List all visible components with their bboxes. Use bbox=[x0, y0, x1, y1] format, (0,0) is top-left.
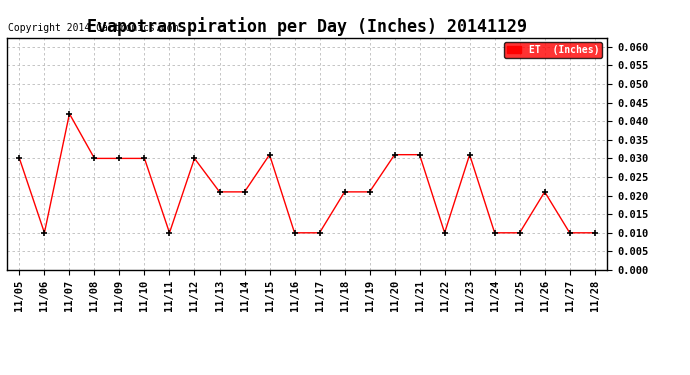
Text: Copyright 2014 Cartronics.com: Copyright 2014 Cartronics.com bbox=[8, 23, 178, 33]
Legend: ET  (Inches): ET (Inches) bbox=[504, 42, 602, 58]
Title: Evapotranspiration per Day (Inches) 20141129: Evapotranspiration per Day (Inches) 2014… bbox=[87, 17, 527, 36]
